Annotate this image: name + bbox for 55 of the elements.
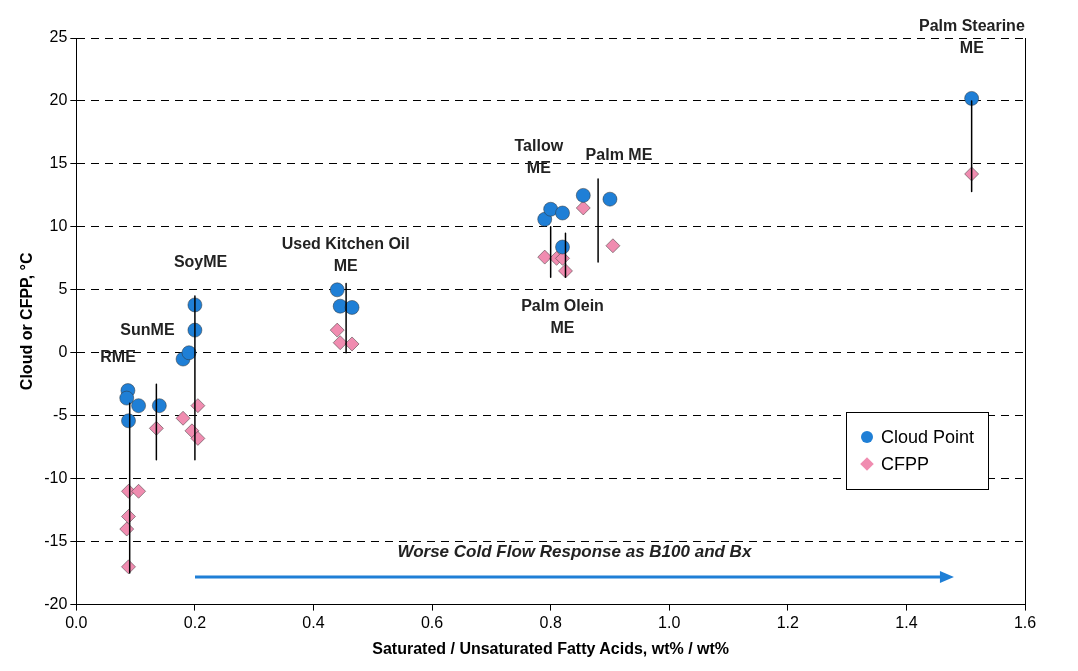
x-axis-title: Saturated / Unsaturated Fatty Acids, wt% / wt% [372,639,730,657]
y-tick-label: -10 [44,469,68,487]
y-tick-label: -15 [44,532,68,550]
x-tick-label: 0.6 [420,613,444,631]
point [329,322,345,338]
point [537,249,552,265]
point [602,191,618,207]
y-tick-label: 5 [58,280,68,298]
annotation: Used Kitchen Oil ME [281,235,410,275]
x-tick-label: 0.0 [65,613,88,631]
annotation: Palm ME [585,146,653,164]
x-tick-label: 0.8 [539,613,562,631]
annotation: RME [100,347,137,365]
annotation: SunME [120,320,175,338]
point [119,521,134,537]
point [332,335,348,350]
point [181,345,197,361]
annotation: Palm Olein ME [521,297,604,336]
point [152,398,167,413]
annotation: Palm Stearine ME [918,17,1025,57]
point [175,411,191,426]
point [332,298,348,314]
y-tick-label: 0 [58,343,68,361]
y-axis-title: Cloud or CFPP, °C [18,252,36,391]
x-tick-label: 1.4 [895,613,918,631]
point [576,200,591,216]
x-tick-label: 1.2 [776,613,800,631]
y-tick-label: 10 [49,217,68,235]
point [543,201,558,217]
x-tick-label: 0.4 [302,613,325,631]
y-tick-label: 15 [49,154,68,172]
point [119,390,134,406]
legend-label: CFPP [880,453,929,475]
y-tick-label: 25 [49,28,68,46]
point [344,336,360,352]
legend-label: Cloud Point [880,426,974,448]
point [131,484,146,499]
x-tick-label: 0.2 [183,613,207,631]
y-tick-label: -5 [53,406,68,424]
y-tick-label: 20 [49,91,68,109]
annotation: Worse Cold Flow Response as B100 and Bx [397,541,753,561]
point [576,188,591,203]
point [555,205,570,221]
point [555,239,570,255]
annotation: Tallow ME [514,136,564,176]
point [121,413,136,429]
point [329,282,345,298]
y-tick-label: -20 [44,595,68,613]
point [964,91,979,106]
point [131,398,146,413]
point [344,300,360,315]
annotation: SoyME [173,252,228,270]
point [605,238,621,253]
x-tick-label: 1.0 [658,613,681,631]
x-tick-label: 1.6 [1013,613,1037,631]
